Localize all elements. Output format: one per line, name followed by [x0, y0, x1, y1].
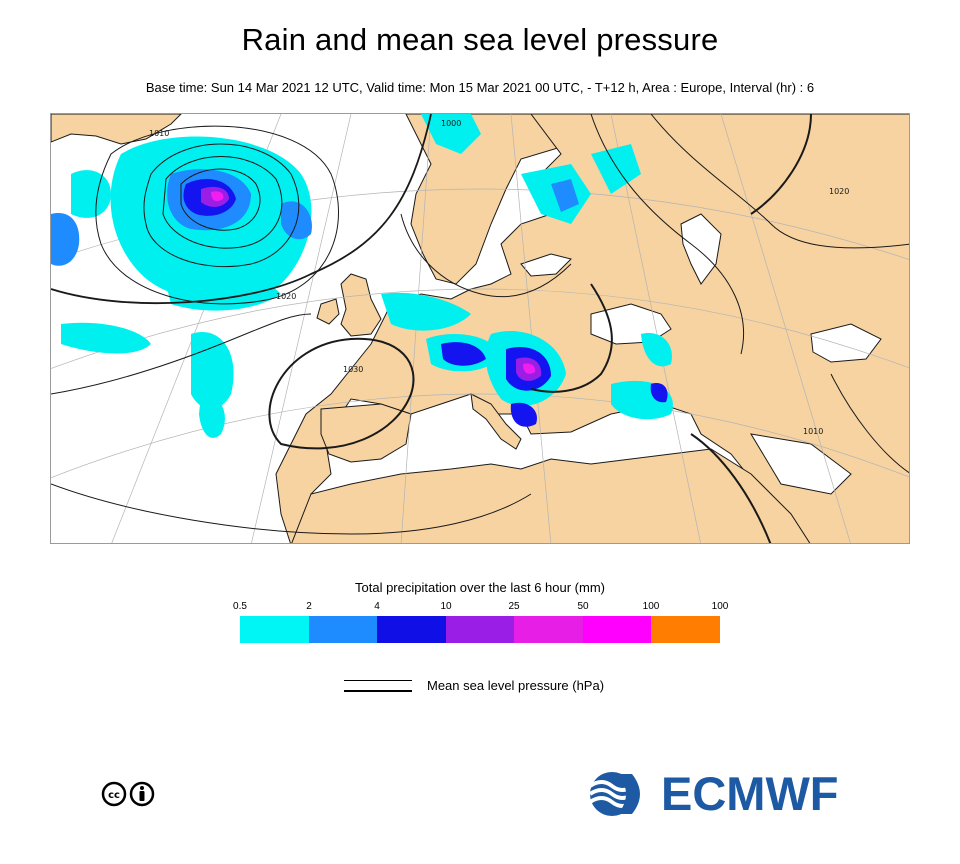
page-subtitle: Base time: Sun 14 Mar 2021 12 UTC, Valid… [145, 80, 815, 95]
map-canvas: 1010 1000 1030 1020 1020 1010 [51, 114, 909, 543]
colorbar-swatch [514, 616, 583, 643]
pressure-legend-label: Mean sea level pressure (hPa) [427, 678, 605, 693]
colorbar-swatch [651, 616, 721, 643]
scale-tick: 0.5 [233, 601, 247, 612]
page-title: Rain and mean sea level pressure [241, 22, 719, 57]
weather-map[interactable]: 1010 1000 1030 1020 1020 1010 [50, 113, 910, 544]
isobars [51, 114, 909, 543]
colorbar-swatch [377, 616, 446, 643]
colorbar-swatch [582, 616, 652, 643]
scale-tick: 4 [374, 601, 380, 612]
isobar-label: 1020 [276, 292, 296, 301]
colorbar-swatch [240, 616, 309, 643]
cc-by-icon[interactable]: cc [101, 780, 155, 813]
isobar-line-sample [344, 678, 412, 694]
precip-scale-labels: 0.5 2 4 10 25 50 100 100 [0, 601, 960, 615]
colorbar-swatch [445, 616, 515, 643]
scale-tick: 100 [711, 601, 729, 612]
precip-colorbar [240, 616, 721, 643]
isobar-label: 1010 [149, 129, 169, 138]
ecmwf-logo-icon[interactable] [588, 770, 658, 823]
isobar-label: 1000 [441, 119, 461, 128]
scale-tick: 50 [577, 601, 589, 612]
scale-tick: 100 [642, 601, 660, 612]
scale-tick: 10 [440, 601, 452, 612]
isobar-label: 1030 [343, 365, 363, 374]
precip-legend-title: Total precipitation over the last 6 hour… [355, 580, 605, 595]
svg-text:cc: cc [108, 790, 120, 801]
isobar-label: 1010 [803, 427, 823, 436]
scale-tick: 25 [508, 601, 520, 612]
ecmwf-logo-text: ECMWF [661, 767, 839, 820]
scale-tick: 2 [306, 601, 312, 612]
isobar-label: 1020 [829, 187, 849, 196]
colorbar-swatch [308, 616, 378, 643]
isobar-labels: 1010 1000 1030 1020 1020 1010 [149, 119, 849, 436]
